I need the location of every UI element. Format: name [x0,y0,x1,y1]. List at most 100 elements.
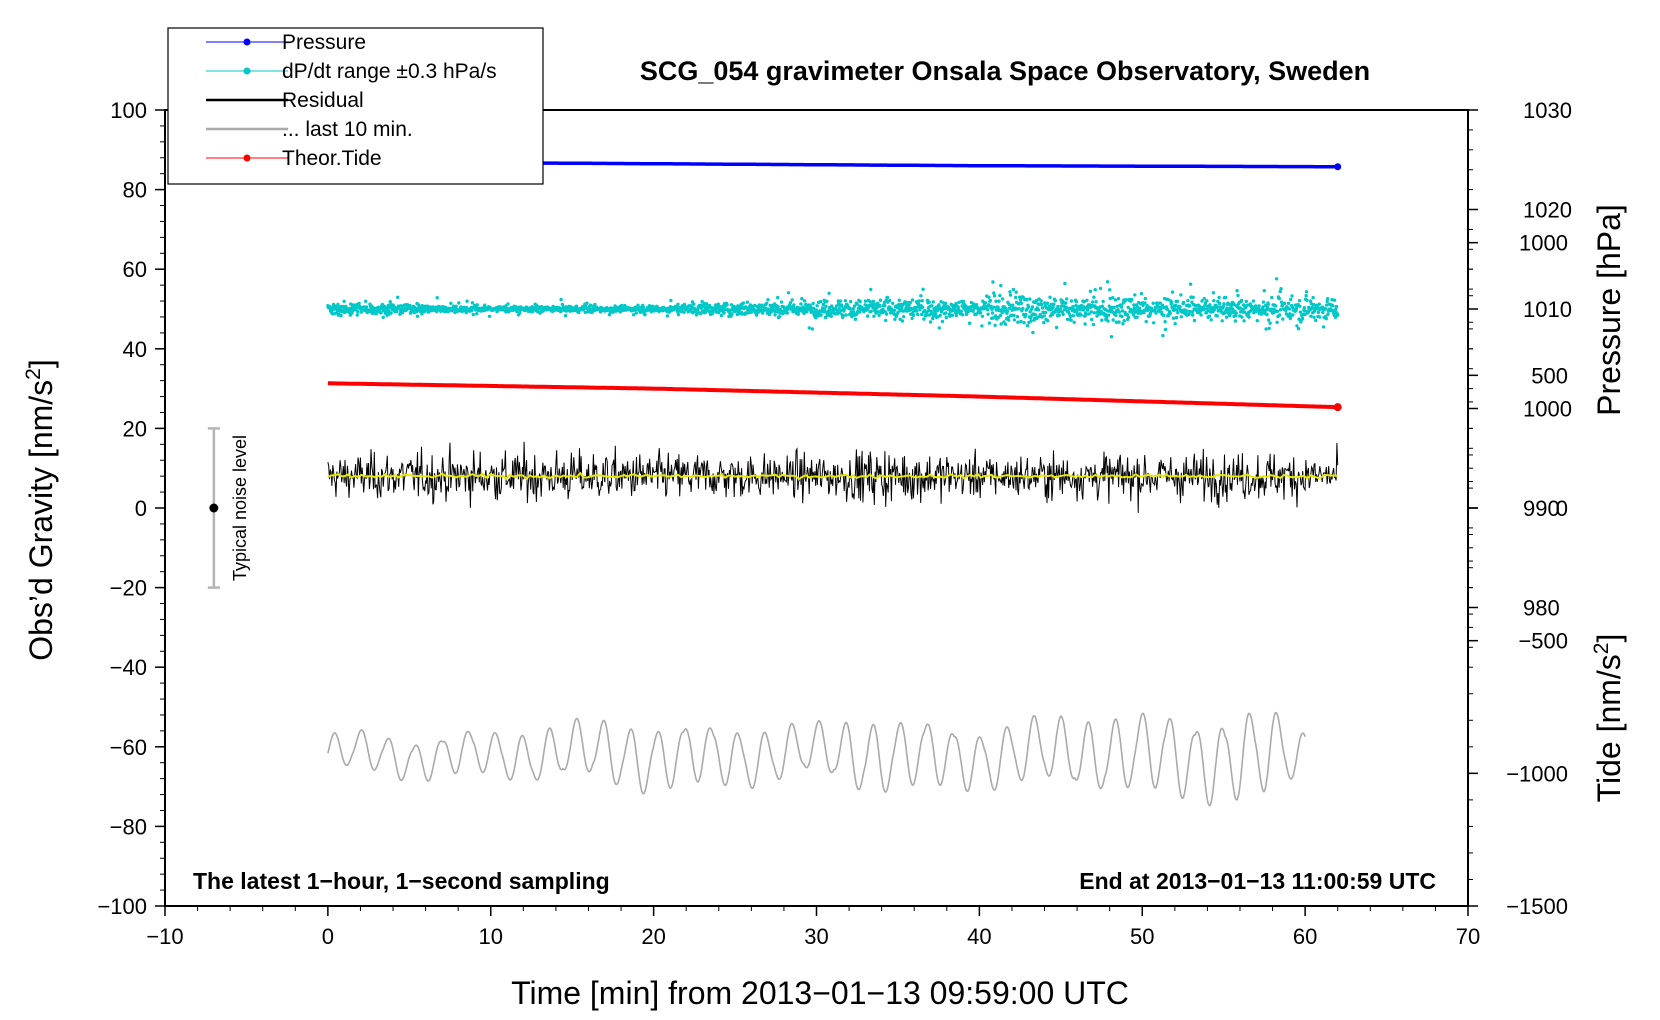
dpdt-point [457,301,461,305]
dpdt-point [1106,319,1110,323]
dpdt-point [1111,318,1115,322]
dpdt-point [1154,311,1158,315]
dpdt-point [839,308,843,313]
dpdt-point [1247,315,1251,319]
dpdt-point [1121,322,1125,326]
dpdt-point [1215,314,1220,318]
dpdt-point [1014,295,1018,300]
dpdt-point [1084,313,1088,317]
dpdt-point [1188,304,1192,308]
y-tick-label: 60 [123,257,147,282]
dpdt-point [792,303,796,307]
dpdt-point [698,312,703,316]
dpdt-point [987,321,992,325]
dpdt-point [841,314,845,318]
dpdt-point [722,311,726,315]
dpdt-point [1012,313,1016,318]
y-axis-label: Obs’d Gravity [nm/s2] [22,359,59,661]
dpdt-point [807,326,811,330]
dpdt-point [607,313,612,317]
residual-line [327,441,1339,513]
dpdt-point [425,304,430,308]
dpdt-point [1016,320,1020,324]
dpdt-point [396,295,400,299]
dpdt-point [1163,327,1168,332]
dpdt-point [911,310,915,315]
dpdt-point [1094,300,1098,304]
dpdt-point [1308,299,1313,303]
dpdt-point [910,316,914,321]
dpdt-point [1092,311,1097,315]
dpdt-point [1115,304,1119,308]
dpdt-point [1278,313,1282,317]
legend-label: Pressure [282,31,366,54]
dpdt-point [990,311,995,315]
dpdt-point [884,312,889,316]
dpdt-point [779,300,784,304]
dpdt-point [1264,327,1268,331]
dpdt-point [1161,333,1165,338]
dpdt-point [1028,297,1032,301]
tide-tick-label: 0 [1556,496,1568,521]
dpdt-point [992,294,997,298]
x-tick-label: 50 [1130,924,1154,949]
dpdt-point [1191,295,1195,299]
dpdt-point [1179,315,1184,319]
y-tick-label: −20 [110,576,147,601]
dpdt-point [1220,319,1224,323]
dpdt-point [1311,302,1316,307]
dpdt-point [853,317,858,321]
dpdt-point [1139,292,1144,296]
legend-label: Residual [282,89,364,112]
dpdt-point [342,299,346,303]
dpdt-point [342,310,347,315]
dpdt-point [823,307,827,311]
dpdt-point [1074,303,1078,308]
dpdt-point [917,299,921,303]
dpdt-point [992,291,996,295]
tide-tick-label: −500 [1518,629,1568,654]
dpdt-point [920,312,924,317]
dpdt-point [1274,277,1279,281]
x-axis-label: Time [min] from 2013−01−13 09:59:00 UTC [511,975,1129,1011]
dpdt-point [994,299,998,303]
dpdt-point [1038,312,1043,317]
dpdt-point [908,300,912,305]
dpdt-point [991,280,995,284]
dpdt-point [1304,290,1309,294]
dpdt-point [413,305,417,310]
dpdt-point [1310,305,1314,310]
legend-label: dP/dt range ±0.3 hPa/s [282,60,497,83]
dpdt-point [1091,322,1096,327]
dpdt-point [1058,308,1063,312]
dpdt-point [408,303,412,308]
dpdt-point [574,304,579,308]
dpdt-point [389,311,393,315]
dpdt-point [985,308,990,312]
x-tick-label: 30 [804,924,828,949]
dpdt-point [930,304,934,308]
dpdt-point [1014,290,1018,294]
tide-end-marker [1333,403,1342,412]
dpdt-point [1234,311,1238,315]
dpdt-point [877,313,881,317]
dpdt-point [1100,304,1105,308]
dpdt-point [1317,302,1322,306]
dpdt-point [991,316,995,320]
tide-tick-label: −1000 [1506,761,1568,786]
dpdt-point [487,314,492,318]
dpdt-point [1298,310,1303,314]
dpdt-point [1191,313,1195,317]
dpdt-point [711,310,715,314]
dpdt-point [1181,300,1186,305]
dpdt-point [978,311,983,315]
dpdt-point [1251,299,1256,303]
dpdt-point [1042,320,1046,325]
dpdt-point [1187,312,1191,316]
dpdt-point [449,301,453,305]
legend-label: ... last 10 min. [282,118,413,141]
dpdt-point [1209,318,1213,322]
dpdt-point [1284,312,1289,316]
dpdt-point [1029,319,1033,323]
dpdt-point [1028,310,1032,314]
